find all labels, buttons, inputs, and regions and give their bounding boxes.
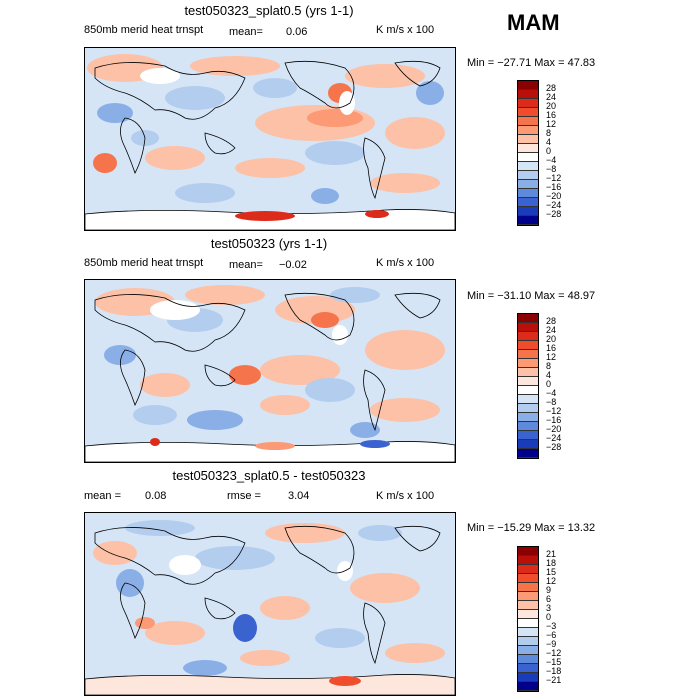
panel-3-field (85, 513, 455, 695)
cbar-2-tick: −4 (546, 388, 557, 398)
cbar-1-tick: 12 (546, 119, 557, 129)
cbar-2-tick: 12 (546, 352, 557, 362)
cbar-3-tick: −18 (546, 666, 562, 676)
cbar-3-tick: −21 (546, 675, 562, 685)
panel-3-rmse-value: 3.04 (288, 490, 310, 502)
panel-1-map (84, 47, 456, 231)
cbar-1-tick: −16 (546, 182, 562, 192)
cbar-2-tick: 28 (546, 316, 557, 326)
panel-3-title: test050323_splat0.5 - test050323 (172, 468, 366, 483)
panel-1-colorbar (517, 80, 539, 226)
panel-2-units: K m/s x 100 (376, 257, 435, 269)
cbar-3-tick: 3 (546, 603, 552, 613)
panel-3-colorbar (517, 546, 539, 692)
panel-2-mean-label: mean= (229, 259, 263, 271)
panel-1-mean-value: 0.06 (286, 26, 308, 38)
cbar-2-tick: −8 (546, 397, 557, 407)
cbar-1-tick: −12 (546, 173, 562, 183)
cbar-3-tick: −6 (546, 630, 557, 640)
panel-3-map (84, 512, 456, 696)
cbar-1-tick: −4 (546, 155, 557, 165)
cbar-3-tick: 0 (546, 612, 552, 622)
cbar-3-tick: −9 (546, 639, 557, 649)
panel-3-units: K m/s x 100 (376, 490, 435, 502)
panel-1-title: test050323_splat0.5 (yrs 1-1) (184, 3, 354, 18)
panel-2-title: test050323 (yrs 1-1) (210, 236, 328, 251)
panel-2-map (84, 279, 456, 463)
cbar-1-tick: 4 (546, 137, 552, 147)
cbar-3-tick: 18 (546, 558, 557, 568)
cbar-3-tick: 15 (546, 567, 557, 577)
panel-3-mean-label: mean = (84, 490, 121, 502)
panel-2-minmax: Min = −31.10 Max = 48.97 (467, 290, 596, 302)
panel-2-field (85, 280, 455, 462)
cbar-1-tick: 24 (546, 92, 557, 102)
cbar-1-tick: 28 (546, 83, 557, 93)
panel-1-mean-label: mean= (229, 26, 263, 38)
cbar-3-tick: 6 (546, 594, 552, 604)
cbar-1-tick: 0 (546, 146, 552, 156)
panel-1-variable-label: 850mb merid heat trnspt (84, 24, 204, 36)
cbar-2-tick: −28 (546, 442, 562, 452)
panel-3-minmax: Min = −15.29 Max = 13.32 (467, 522, 596, 534)
panel-1-units: K m/s x 100 (376, 24, 435, 36)
cbar-3-tick: 21 (546, 549, 557, 559)
cbar-1-tick: −28 (546, 209, 562, 219)
cbar-2-tick: 16 (546, 343, 557, 353)
cbar-1-tick: −24 (546, 200, 562, 210)
panel-1-field (85, 48, 455, 230)
cbar-3-tick: 9 (546, 585, 552, 595)
cbar-2-tick: 4 (546, 370, 552, 380)
cbar-1-tick: −8 (546, 164, 557, 174)
cbar-1-tick: 16 (546, 110, 557, 120)
cbar-2-tick: 8 (546, 361, 552, 371)
panel-3-rmse-label: rmse = (227, 490, 261, 502)
cbar-2-tick: −12 (546, 406, 562, 416)
cbar-3-tick: −3 (546, 621, 557, 631)
panel-3-mean-value: 0.08 (145, 490, 167, 502)
cbar-2-tick: −20 (546, 424, 562, 434)
panel-2-colorbar (517, 313, 539, 459)
panel-1-minmax: Min = −27.71 Max = 47.83 (467, 57, 596, 69)
cbar-1-tick: 20 (546, 101, 557, 111)
cbar-3-tick: −12 (546, 648, 562, 658)
cbar-2-tick: −24 (546, 433, 562, 443)
cbar-3-tick: 12 (546, 576, 557, 586)
cbar-2-tick: 24 (546, 325, 557, 335)
cbar-2-tick: 0 (546, 379, 552, 389)
season-label: MAM (507, 10, 560, 35)
panel-2-variable-label: 850mb merid heat trnspt (84, 257, 204, 269)
cbar-1-tick: −20 (546, 191, 562, 201)
cbar-1-tick: 8 (546, 128, 552, 138)
cbar-2-tick: 20 (546, 334, 557, 344)
cbar-3-tick: −15 (546, 657, 562, 667)
panel-2-mean-value: −0.02 (279, 259, 307, 271)
cbar-2-tick: −16 (546, 415, 562, 425)
